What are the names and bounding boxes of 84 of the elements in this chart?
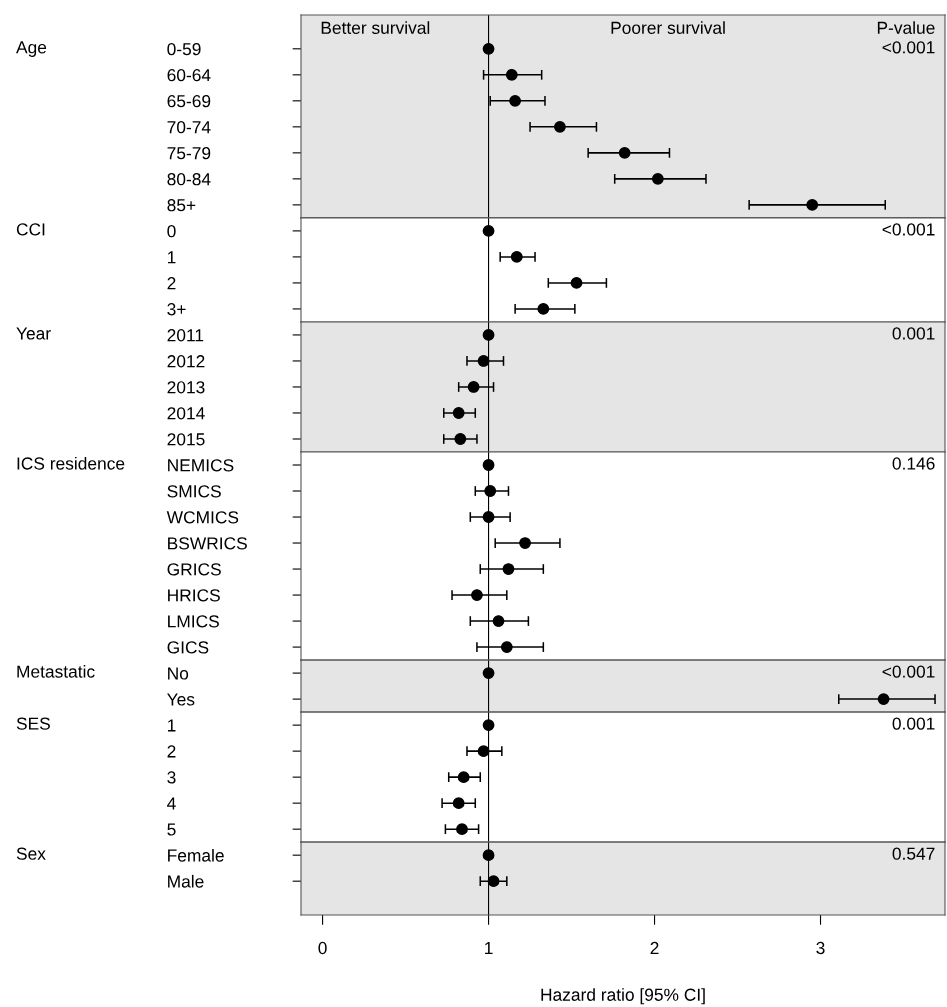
y-tick-label: LMICS [168,615,219,628]
y-tick-label: 85+ [167,199,196,212]
y-tick-label: Female [168,848,224,862]
y-axis-title: Age [16,41,47,57]
y-axis-title: Metastatic [17,665,95,678]
y-tick-label: No [168,667,189,680]
y-tick-label: 70-74 [167,121,211,134]
y-axis-title: SES [16,717,50,730]
point [509,94,522,107]
y-tick-label: 65-69 [167,95,211,108]
point [482,511,495,523]
point [492,615,505,627]
annotation: Better survival [321,21,430,34]
point [457,771,470,784]
point [482,459,495,471]
point [537,303,550,315]
y-tick-label: 0-59 [167,42,201,56]
annotation: 0.146 [892,457,935,470]
y-tick-label: 2013 [167,381,205,394]
y-tick-label: 2 [167,745,176,758]
point [806,198,819,211]
point [510,251,523,263]
y-tick-label: 2015 [167,433,205,446]
point [500,641,513,653]
y-tick-label: 0 [167,225,176,238]
point [482,224,495,237]
point [651,172,664,185]
x-axis-title: Hazard ratio [95% CI] [541,988,705,1005]
point [456,823,468,836]
annotation: 0.547 [892,847,935,860]
y-axis-title: ICS residence [17,456,125,470]
point [484,485,497,497]
y-tick-label: WCMICS [166,511,239,524]
y-axis-title: Sex [16,847,46,860]
point [502,563,515,575]
y-tick-label: BSWRICS [168,537,247,550]
point [471,589,483,601]
x-tick-label: 0 [318,941,327,955]
y-tick-label: 2011 [167,329,204,342]
annotation: P-value [877,21,935,34]
y-tick-label: 1 [167,719,176,732]
y-tick-label: Male [168,874,204,888]
y-tick-label: GRICS [167,563,221,576]
y-tick-label: 3 [167,771,176,784]
point [452,407,465,419]
y-tick-label: HRICS [168,589,220,602]
point [477,745,490,758]
point [505,68,518,81]
point [519,537,531,549]
y-tick-label: 4 [167,797,176,810]
annotation: 0.001 [892,717,935,730]
y-tick-label: 5 [167,823,176,836]
annotation: <0.001 [882,223,935,236]
point [482,719,495,732]
annotation: 0.001 [892,327,935,340]
point [554,120,566,133]
point [482,329,495,341]
point [477,355,490,367]
y-axis-title: CCI [16,223,45,236]
y-tick-label: 3+ [167,303,186,316]
point [454,433,467,445]
annotation: Poorer survival [611,21,725,34]
x-tick-label: 2 [650,941,659,954]
point [482,42,495,55]
point [618,146,631,159]
y-tick-label: 1 [167,251,176,264]
y-tick-label: 2014 [167,407,205,420]
y-axis-title: Year [16,327,51,340]
y-tick-label: 60-64 [167,68,211,82]
y-tick-label: Yes [167,693,195,706]
x-tick-label: 3 [816,941,825,955]
y-tick-label: NEMICS [168,459,234,472]
point [452,797,465,810]
y-tick-label: 2012 [167,355,205,368]
y-tick-label: 80-84 [167,173,211,186]
y-tick-label: 2 [167,277,176,290]
y-tick-label: SMICS [167,485,221,498]
point [467,381,480,393]
x-tick-label: 1 [485,942,493,954]
annotation: <0.001 [882,41,935,54]
y-tick-label: 75-79 [167,147,211,160]
point [570,277,583,289]
y-tick-label: GICS [167,641,209,654]
annotation: <0.001 [882,665,935,678]
